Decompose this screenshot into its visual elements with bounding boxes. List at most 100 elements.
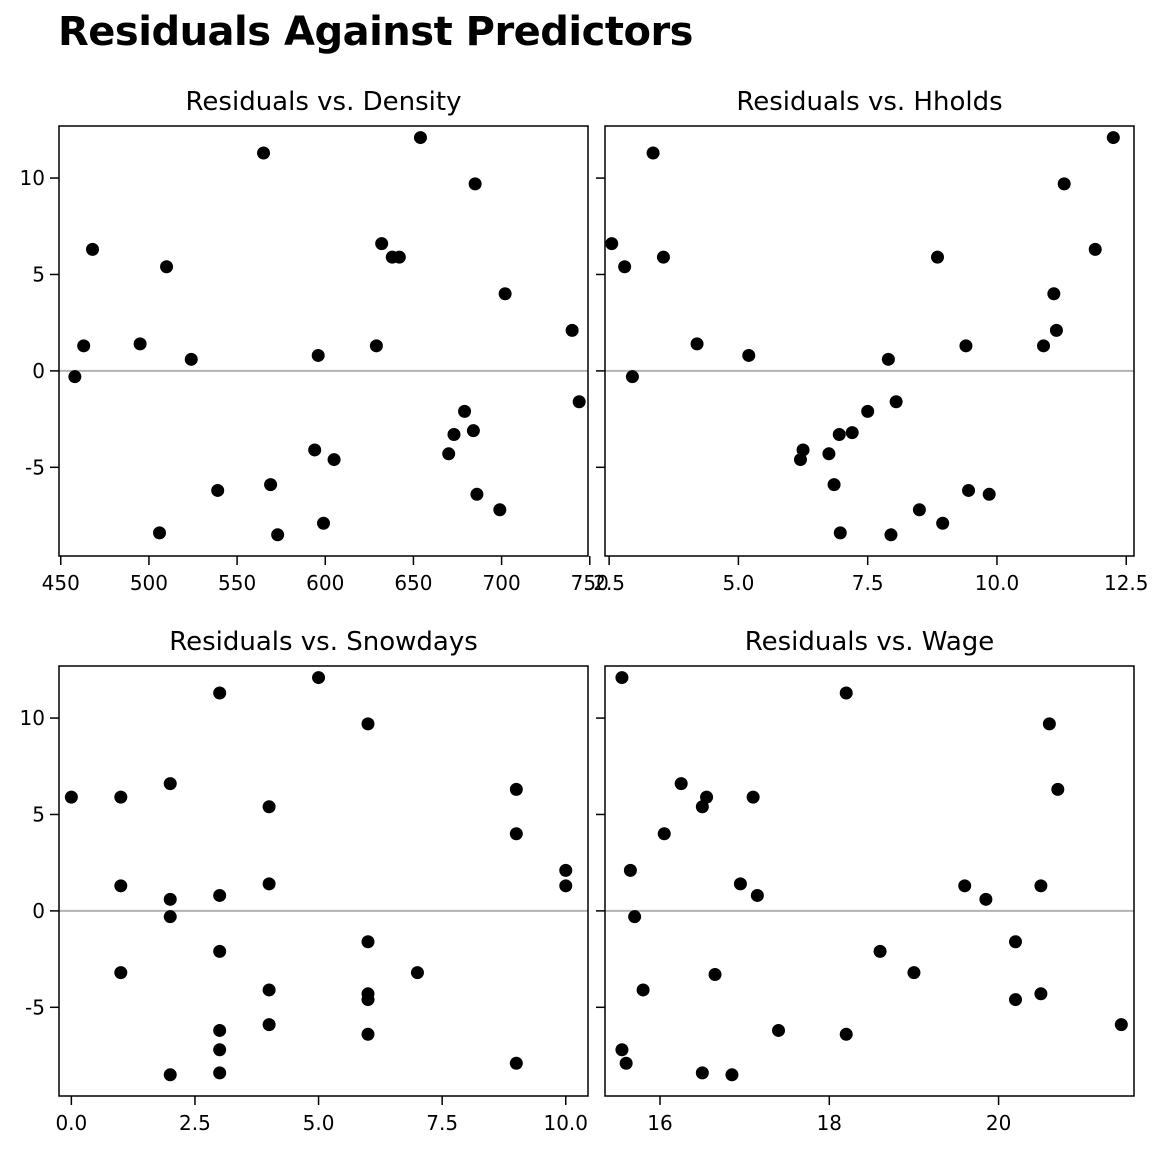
x-tick-label: 2.5: [179, 1111, 211, 1135]
data-point: [796, 443, 810, 457]
data-point: [498, 287, 512, 301]
data-point: [625, 370, 639, 384]
data-point: [153, 526, 167, 540]
x-tick-label: 16: [647, 1111, 672, 1135]
x-tick-label: 12.5: [1104, 571, 1149, 595]
panel-frame: [604, 665, 1135, 1097]
data-point: [700, 790, 714, 804]
data-point: [559, 879, 573, 893]
data-point: [211, 483, 225, 497]
data-point: [959, 339, 973, 353]
y-tick-label: -5: [25, 995, 45, 1019]
data-point: [1114, 1018, 1128, 1032]
x-tick-label: 550: [218, 571, 256, 595]
data-point: [746, 790, 760, 804]
data-point: [636, 983, 650, 997]
data-point: [413, 131, 427, 145]
data-point: [618, 260, 632, 274]
data-point: [958, 879, 972, 893]
x-tick-label: 750: [571, 571, 609, 595]
panel-snowdays: Residuals vs. Snowdays 0.0 2.5 5.0 7.5 10.0 -5…: [20, 627, 589, 1135]
data-point: [133, 337, 147, 351]
data-point: [308, 443, 322, 457]
x-tick-label: 10.0: [975, 571, 1020, 595]
data-point: [708, 968, 722, 982]
data-point: [213, 888, 227, 902]
data-point: [962, 483, 976, 497]
data-point: [392, 250, 406, 264]
data-point: [605, 237, 619, 251]
data-point: [470, 487, 484, 501]
data-point: [832, 428, 846, 442]
data-point: [619, 1056, 633, 1070]
data-point: [493, 503, 507, 517]
panel-density: Residuals vs. Density 450 500 550 600 650 700 7…: [20, 87, 609, 595]
data-point: [163, 1068, 177, 1082]
data-point: [311, 348, 325, 362]
data-point: [1034, 879, 1048, 893]
x-tick-label: 600: [306, 571, 344, 595]
data-point: [184, 352, 198, 366]
page-title: Residuals Against Predictors: [58, 9, 693, 55]
data-point: [628, 910, 642, 924]
data-point: [163, 892, 177, 906]
data-point: [262, 1018, 276, 1032]
data-point: [213, 686, 227, 700]
data-point: [375, 237, 389, 251]
data-point: [262, 877, 276, 891]
x-tick-label: 10.0: [543, 1111, 588, 1135]
data-point: [565, 323, 579, 337]
data-point: [68, 370, 82, 384]
data-point: [733, 877, 747, 891]
data-point: [447, 428, 461, 442]
x-tick-label: 2.5: [593, 571, 625, 595]
data-point: [907, 966, 921, 980]
data-point: [213, 1066, 227, 1080]
data-point: [1042, 717, 1056, 731]
data-point: [772, 1023, 786, 1037]
data-point: [361, 935, 375, 949]
panel-frame: [58, 665, 589, 1097]
data-point: [1106, 131, 1120, 145]
data-point: [361, 993, 375, 1007]
data-point: [1051, 782, 1065, 796]
data-point: [674, 777, 688, 791]
data-point: [163, 777, 177, 791]
data-point: [163, 910, 177, 924]
data-point: [623, 863, 637, 877]
data-point: [979, 892, 993, 906]
x-tick-label: 7.5: [426, 1111, 458, 1135]
panel-title-hholds: Residuals vs. Hholds: [736, 87, 1002, 117]
data-point: [114, 790, 128, 804]
data-point: [889, 395, 903, 409]
data-point: [930, 250, 944, 264]
data-point: [114, 966, 128, 980]
data-point: [873, 944, 887, 958]
data-point: [264, 478, 278, 492]
data-point: [827, 478, 841, 492]
data-point: [160, 260, 174, 274]
x-tick-label: 450: [42, 571, 80, 595]
x-tick-label: 0.0: [55, 1111, 87, 1135]
data-point: [317, 516, 330, 530]
y-tick-label: 10: [20, 706, 45, 730]
data-point: [839, 1027, 853, 1041]
data-point: [1009, 993, 1023, 1007]
data-point: [64, 790, 78, 804]
x-tick-label: 5.0: [303, 1111, 335, 1135]
data-point: [750, 888, 764, 902]
data-point: [833, 526, 847, 540]
data-point: [646, 146, 660, 160]
data-point: [213, 944, 227, 958]
data-point: [690, 337, 704, 351]
data-point: [822, 447, 836, 461]
data-point: [845, 426, 859, 440]
data-point: [509, 827, 523, 841]
y-tick-label: 10: [20, 166, 45, 190]
data-point: [410, 966, 424, 980]
data-point: [912, 503, 926, 517]
data-point: [936, 516, 950, 530]
data-point: [458, 404, 472, 418]
data-point: [509, 782, 523, 796]
